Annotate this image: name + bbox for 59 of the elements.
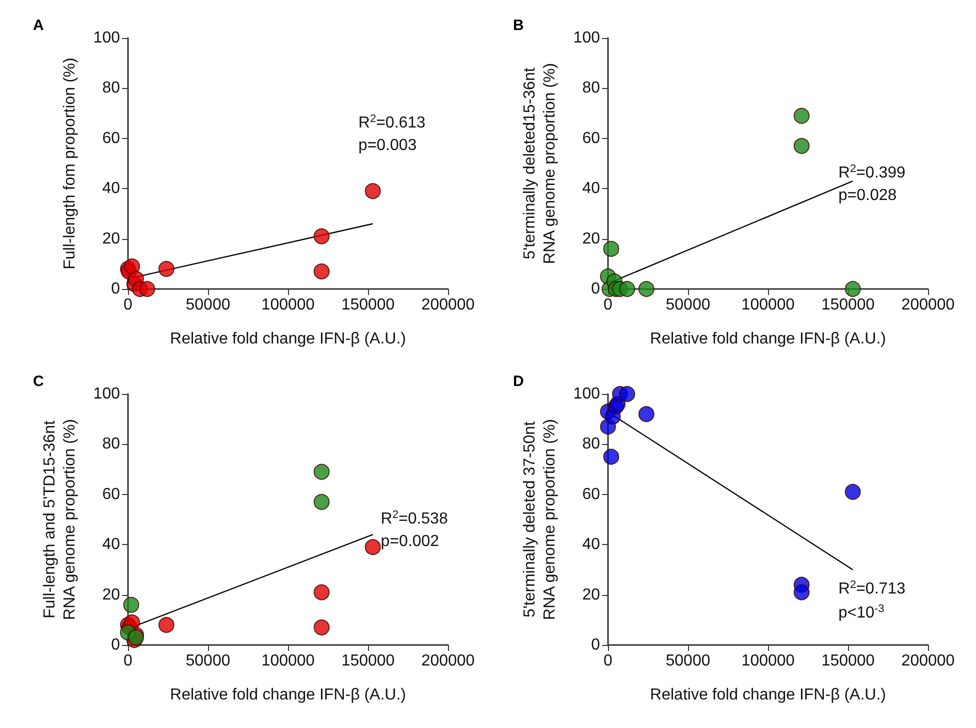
- x-axis-title: Relative fold change IFN-β (A.U.): [650, 330, 886, 348]
- x-tick-label: 200000: [901, 652, 955, 670]
- x-tick-label: 50000: [186, 652, 230, 670]
- y-tick-label: 80: [102, 436, 120, 453]
- y-tick-label: 40: [102, 536, 120, 554]
- x-tick-label: 0: [604, 296, 613, 314]
- y-tick-label: 100: [93, 30, 120, 46]
- chart-title: C: [33, 373, 44, 390]
- annotation: p=0.002: [380, 532, 440, 550]
- x-tick-label: 100000: [741, 296, 795, 314]
- y-axis-title: 5'terminally deleted15-36nt RNA genome proportion (%): [522, 63, 558, 264]
- annotation: p=0.003: [358, 136, 417, 154]
- y-tick-label: 60: [582, 486, 600, 503]
- y-tick-label: 20: [582, 230, 600, 248]
- x-tick-label: 100000: [261, 652, 315, 670]
- x-tick-label: 150000: [341, 296, 395, 314]
- y-tick-label: 60: [102, 486, 120, 503]
- annotation: p=0.028: [838, 187, 897, 204]
- x-tick-label: 50000: [666, 652, 710, 670]
- y-tick-label: 0: [111, 280, 120, 298]
- x-tick-label: 150000: [821, 296, 875, 314]
- y-axis-title: Full-length and 5'TD15-36nt RNA genome proportion (%): [42, 419, 78, 620]
- chart-title: A: [33, 17, 44, 34]
- x-tick-label: 50000: [186, 296, 230, 314]
- y-tick-label: 40: [582, 536, 600, 554]
- y-tick-label: 40: [582, 180, 600, 198]
- y-axis-title: 5'terminally deleted 37-50nt RNA genome proportion (%): [522, 419, 558, 620]
- x-axis-title: Relative fold change IFN-β (A.U.): [170, 330, 406, 348]
- x-tick-label: 0: [124, 652, 133, 670]
- x-tick-label: 100000: [261, 296, 315, 314]
- x-tick-label: 0: [604, 652, 613, 670]
- y-tick-label: 100: [573, 386, 600, 402]
- y-tick-label: 40: [102, 180, 120, 198]
- y-tick-label: 20: [102, 230, 120, 248]
- x-axis-title: Relative fold change IFN-β (A.U.): [170, 686, 406, 704]
- y-tick-label: 100: [573, 30, 600, 46]
- x-tick-label: 50000: [666, 296, 710, 314]
- y-tick-label: 0: [591, 636, 600, 654]
- y-tick-label: 20: [582, 586, 600, 604]
- x-tick-label: 100000: [741, 652, 795, 670]
- y-tick-label: 60: [582, 130, 600, 147]
- chart-title: D: [513, 373, 524, 390]
- x-axis-title: Relative fold change IFN-β (A.U.): [650, 686, 886, 704]
- y-tick-label: 0: [591, 280, 600, 298]
- y-tick-label: 100: [93, 386, 120, 402]
- y-tick-label: 20: [102, 586, 120, 604]
- x-tick-label: 150000: [341, 652, 395, 670]
- y-tick-label: 80: [582, 436, 600, 453]
- x-tick-label: 200000: [421, 652, 475, 670]
- y-axis-title: Full-length fom proportion (%): [62, 58, 78, 270]
- y-tick-label: 80: [102, 80, 120, 97]
- y-tick-label: 80: [582, 80, 600, 97]
- x-tick-label: 200000: [421, 296, 475, 314]
- x-tick-label: 200000: [901, 296, 955, 314]
- y-tick-label: 60: [102, 130, 120, 147]
- x-tick-label: 0: [124, 296, 133, 314]
- y-tick-label: 0: [111, 636, 120, 654]
- x-tick-label: 150000: [821, 652, 875, 670]
- chart-title: B: [513, 17, 524, 34]
